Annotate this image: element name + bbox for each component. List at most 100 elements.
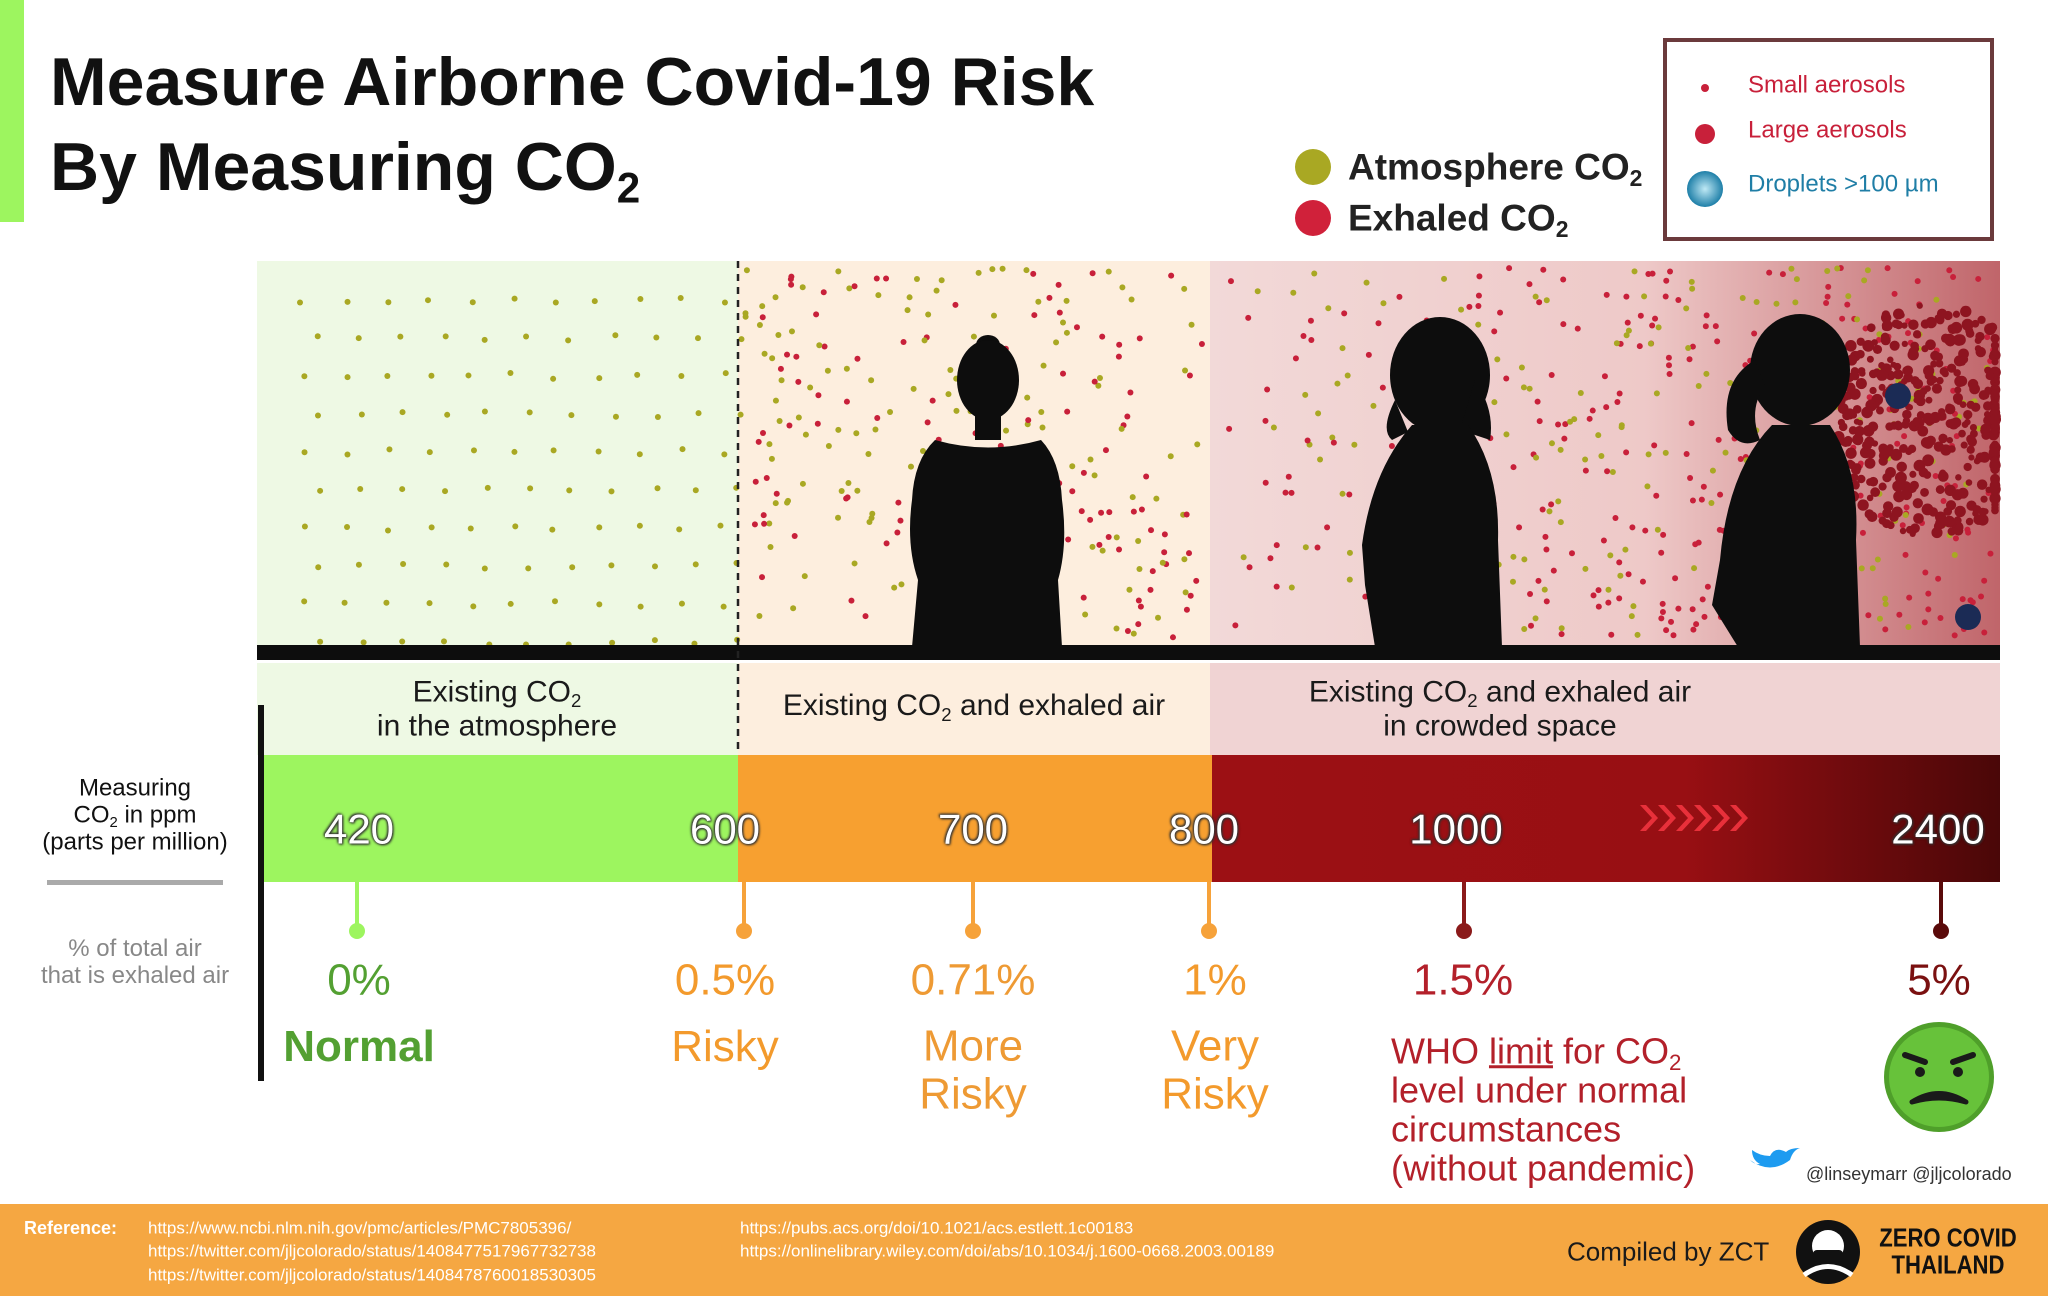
particle	[1181, 285, 1188, 292]
particle	[970, 333, 977, 340]
particle	[358, 411, 365, 418]
floor-line	[257, 645, 2000, 660]
particle	[552, 299, 559, 306]
particle	[1116, 341, 1123, 348]
particle	[1543, 297, 1550, 304]
particle	[1912, 417, 1921, 426]
particle	[1845, 447, 1857, 459]
particle	[1590, 592, 1597, 599]
particle	[1872, 344, 1883, 355]
text: Normal	[283, 1021, 435, 1071]
text: Risky	[1161, 1070, 1269, 1119]
stem-dot	[965, 923, 981, 939]
particle	[1285, 473, 1292, 480]
particle	[1064, 408, 1071, 415]
particle	[440, 638, 447, 645]
subscript: 2	[571, 689, 582, 711]
particle	[1292, 355, 1299, 362]
particle	[1933, 296, 1940, 303]
text: Existing CO	[1308, 675, 1468, 709]
particle	[1866, 355, 1874, 363]
particle	[1571, 416, 1578, 423]
particle	[1476, 273, 1483, 280]
particle	[1931, 383, 1943, 394]
particle	[1136, 565, 1143, 572]
particle	[397, 333, 404, 340]
particle	[1956, 375, 1968, 387]
particle	[1925, 606, 1932, 613]
particle	[1539, 506, 1546, 513]
particle	[595, 448, 602, 455]
particle	[596, 375, 603, 382]
particle	[1528, 622, 1535, 629]
particle	[470, 447, 477, 454]
particle	[1636, 343, 1643, 350]
particle	[692, 561, 699, 568]
particle	[838, 487, 845, 494]
particle	[820, 289, 827, 296]
particle	[1129, 494, 1136, 501]
particle	[384, 373, 391, 380]
particle	[1091, 378, 1098, 385]
particle	[897, 517, 904, 524]
particle	[1953, 369, 1961, 377]
particle	[677, 294, 684, 301]
text: and exhaled air	[1477, 675, 1692, 709]
particle	[1953, 516, 1962, 525]
particle	[776, 417, 783, 424]
particle	[761, 350, 768, 357]
particle	[1475, 292, 1482, 299]
particle	[385, 299, 392, 306]
particle	[778, 377, 785, 384]
particle	[1861, 406, 1873, 419]
particle	[1689, 343, 1696, 350]
particle	[1137, 603, 1144, 610]
particle	[1521, 625, 1528, 632]
particle	[1536, 418, 1543, 425]
particle	[1510, 464, 1517, 471]
legend-swatch	[1295, 149, 1331, 185]
particle	[1965, 326, 1974, 335]
particle	[1135, 597, 1142, 604]
particle	[1183, 511, 1190, 518]
particle	[1894, 320, 1903, 330]
particle	[769, 355, 776, 362]
particle	[1548, 501, 1555, 508]
particle	[813, 311, 820, 318]
text-line: Measuring	[42, 775, 227, 803]
particle	[1670, 632, 1677, 639]
text: https://twitter.com/jljcolorado/status/1…	[148, 1241, 596, 1261]
particle	[1614, 398, 1621, 405]
particle	[1865, 612, 1872, 619]
particle	[814, 420, 821, 427]
particle	[1130, 630, 1137, 637]
particle	[824, 367, 831, 374]
particle	[1907, 349, 1919, 361]
particle	[1864, 436, 1875, 448]
particle	[1102, 447, 1109, 454]
particle	[1608, 631, 1615, 638]
particle	[1193, 577, 1200, 584]
particle	[1878, 383, 1886, 391]
particle	[1651, 442, 1658, 449]
text: Measure Airborne Covid-19 Risk	[50, 44, 1095, 120]
particle	[1491, 399, 1498, 406]
particle	[612, 332, 619, 339]
particle	[945, 391, 952, 398]
particle	[1687, 475, 1694, 482]
particle	[1990, 481, 2000, 491]
particle	[1080, 469, 1087, 476]
particle	[1714, 338, 1721, 345]
particle	[634, 371, 641, 378]
particle	[1959, 596, 1966, 603]
particle	[1535, 577, 1542, 584]
particle	[1990, 393, 2000, 403]
particle	[1838, 422, 1848, 432]
particle	[1262, 417, 1269, 424]
particle	[1943, 515, 1956, 528]
subscript: 2	[1555, 216, 1569, 243]
particle	[913, 276, 920, 283]
particle	[1628, 613, 1635, 620]
particle	[1560, 276, 1567, 283]
particle	[1981, 629, 1988, 636]
